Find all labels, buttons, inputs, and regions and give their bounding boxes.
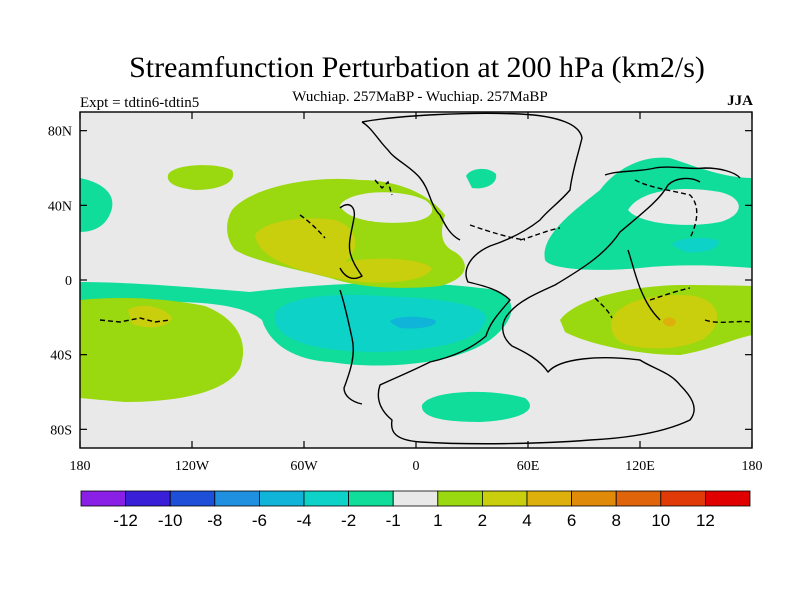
colorbar-swatch (437, 490, 483, 507)
y-axis: 80N 40N 0 40S 80S (48, 125, 752, 438)
colorbar-swatch (481, 490, 528, 507)
map-subtitle: Wuchiap. 257MaBP - Wuchiap. 257MaBP (292, 89, 548, 105)
y-tick-label: 80N (48, 125, 72, 140)
colorbar-label: -4 (296, 511, 311, 530)
y-tick-label: 80S (50, 423, 72, 438)
contour-negative-south (421, 391, 530, 422)
colorbar: -12 -10 -8 -6 -4 -2 -1 1 2 4 6 8 10 12 (80, 490, 751, 530)
contour-negative-asia-core (672, 237, 719, 253)
coastline-east-arc (627, 249, 661, 321)
island-east-ring (634, 179, 698, 239)
colorbar-label: -6 (252, 511, 267, 530)
y-tick-label: 40N (48, 199, 72, 214)
colorbar-swatch (258, 490, 305, 507)
coastline-south-america (339, 289, 363, 405)
island-north-atlantic (374, 179, 393, 196)
contour-negative-northwest (80, 178, 113, 232)
colorbar-label: -12 (113, 511, 138, 530)
island-tethys-3 (594, 297, 613, 319)
x-tick-label: 180 (742, 459, 763, 474)
contour-hole-northeast (628, 189, 739, 225)
colorbar-swatch (214, 490, 260, 507)
colorbar-label: -2 (341, 511, 356, 530)
colorbar-label: 6 (567, 511, 576, 530)
contour-negative-core (274, 295, 487, 352)
colorbar-swatch (125, 490, 171, 507)
contour-negative-inner (390, 316, 436, 329)
colorbar-swatch (392, 490, 439, 507)
contour-negative-arctic (466, 168, 497, 189)
colorbar-swatch (571, 490, 617, 507)
season-label: JJA (727, 93, 753, 109)
colorbar-swatch (348, 490, 394, 507)
y-tick-label: 40S (50, 349, 72, 364)
y-tick-label: 0 (65, 274, 72, 289)
colorbar-label: 4 (522, 511, 531, 530)
colorbar-swatch (660, 490, 706, 507)
coastline-pangaea (361, 112, 701, 445)
colorbar-swatch (80, 490, 126, 507)
colorbar-label: 10 (651, 511, 670, 530)
colorbar-swatch (303, 490, 349, 507)
x-tick-label: 120E (625, 459, 655, 474)
island-outlines (99, 179, 752, 324)
contour-positive-atlantic-core (255, 218, 432, 283)
colorbar-label: -8 (207, 511, 222, 530)
x-tick-label: 180 (70, 459, 91, 474)
contour-hole-atlantic (340, 192, 433, 223)
colorbar-label: 12 (696, 511, 715, 530)
x-axis: 180 120W 60W 0 60E 120E 180 (70, 112, 763, 474)
coastlines (339, 112, 741, 445)
experiment-label: Expt = tdtin6-tdtin5 (80, 95, 200, 111)
colorbar-label: 1 (433, 511, 442, 530)
contour-field (80, 157, 752, 422)
colorbar-label: -10 (158, 511, 183, 530)
colorbar-swatch (526, 490, 572, 507)
island-southeast (649, 287, 691, 301)
island-southeast-2 (704, 319, 752, 324)
map-title: Streamfunction Perturbation at 200 hPa (… (129, 51, 705, 84)
colorbar-label: 2 (478, 511, 487, 530)
colorbar-swatch (615, 490, 662, 507)
colorbar-label: -1 (386, 511, 401, 530)
contour-positive-east-peak (663, 317, 676, 327)
island-west-pacific (99, 317, 171, 323)
island-west-arc (299, 214, 326, 239)
x-tick-label: 120W (175, 459, 210, 474)
colorbar-label: 8 (611, 511, 620, 530)
colorbar-swatch (705, 490, 751, 507)
coastline-west-margin (361, 121, 461, 241)
island-tethys-2 (519, 227, 561, 241)
contour-positive-north (80, 297, 244, 402)
colorbar-swatch (169, 490, 216, 507)
x-tick-label: 60W (290, 459, 318, 474)
x-tick-label: 0 (413, 459, 420, 474)
coastline-north-island (339, 204, 363, 280)
contour-positive-arctic-small (167, 165, 234, 190)
coastline-east-fragment (604, 166, 741, 179)
contour-positive-west-core (128, 305, 172, 328)
x-tick-label: 60E (517, 459, 540, 474)
